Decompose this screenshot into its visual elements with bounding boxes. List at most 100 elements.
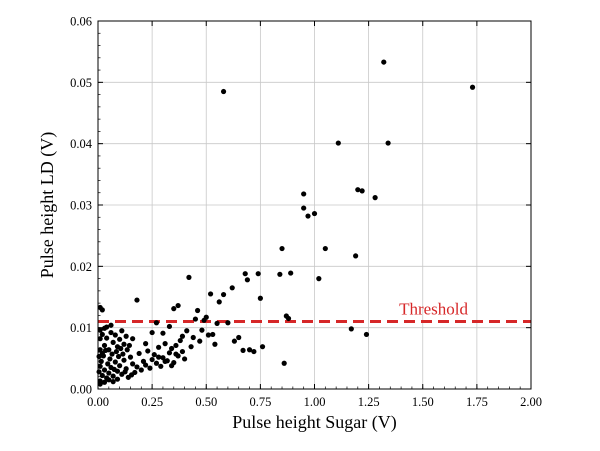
data-point	[147, 365, 153, 371]
data-point	[112, 332, 118, 338]
data-point	[251, 348, 257, 355]
data-point	[117, 336, 123, 342]
data-point	[149, 356, 155, 363]
data-point	[145, 348, 151, 354]
data-point	[108, 322, 114, 328]
data-point	[109, 351, 115, 357]
data-point	[236, 334, 242, 341]
data-point	[316, 276, 322, 282]
data-point	[353, 253, 359, 259]
data-point	[96, 353, 102, 360]
data-point	[110, 379, 116, 385]
data-point	[166, 323, 173, 330]
data-point	[98, 358, 104, 364]
data-point	[117, 363, 123, 369]
data-point	[130, 336, 136, 342]
y-tick-label: 0.03	[70, 199, 92, 213]
data-point	[197, 338, 203, 344]
data-point	[130, 361, 136, 367]
data-point	[121, 341, 127, 347]
data-point	[105, 361, 111, 367]
data-point	[104, 335, 110, 341]
data-point	[257, 295, 263, 301]
data-point	[220, 291, 227, 298]
data-point	[355, 187, 361, 193]
data-point	[138, 367, 144, 373]
data-point	[128, 372, 135, 378]
data-point	[151, 352, 157, 358]
data-point	[246, 347, 253, 353]
data-point	[114, 376, 121, 382]
x-tick-label: 0.50	[195, 395, 217, 409]
data-point	[143, 362, 149, 368]
data-point	[166, 350, 173, 356]
x-tick-label: 0.75	[249, 395, 271, 409]
y-tick-label: 0.00	[70, 383, 92, 397]
data-point	[122, 369, 128, 375]
data-point	[112, 359, 118, 365]
x-tick-label: 1.00	[304, 395, 326, 409]
data-point	[111, 366, 117, 372]
data-point	[231, 338, 237, 344]
data-point	[255, 271, 261, 277]
data-point	[101, 379, 108, 385]
data-point	[188, 344, 194, 350]
y-tick-label: 0.02	[70, 260, 92, 274]
data-point	[97, 347, 103, 353]
data-point	[469, 84, 476, 90]
data-point	[100, 353, 107, 359]
data-point	[97, 304, 103, 311]
data-point	[216, 299, 222, 305]
data-point	[96, 369, 102, 375]
data-point	[182, 356, 188, 362]
data-point	[153, 320, 160, 326]
data-point	[134, 297, 140, 303]
data-point	[124, 347, 130, 353]
data-point	[184, 328, 190, 334]
data-point	[173, 342, 179, 349]
data-point	[301, 191, 307, 197]
data-point	[160, 330, 166, 336]
data-point	[173, 351, 179, 357]
data-point	[177, 337, 183, 344]
data-point	[281, 360, 287, 366]
data-point	[285, 315, 292, 322]
data-point	[99, 331, 105, 338]
x-tick-label: 1.50	[412, 395, 434, 409]
x-tick-label: 1.75	[466, 395, 488, 409]
data-point	[143, 341, 149, 347]
threshold-label: Threshold	[399, 300, 468, 319]
data-point	[348, 326, 354, 332]
data-point	[301, 205, 307, 211]
data-point	[158, 363, 164, 369]
data-point	[127, 354, 134, 360]
data-point	[171, 306, 177, 312]
data-point	[335, 140, 341, 146]
data-point	[179, 348, 186, 355]
data-point	[225, 320, 231, 326]
data-points	[96, 59, 476, 387]
data-point	[259, 344, 266, 350]
data-point	[104, 324, 110, 330]
data-point	[311, 210, 318, 217]
data-point	[186, 274, 192, 280]
data-point	[153, 360, 160, 366]
x-tick-labels: 0.00 0.25 0.50 0.75 1.00 1.25 1.50 1.75 2.00	[87, 395, 542, 409]
data-point	[97, 363, 103, 369]
data-point	[179, 333, 186, 339]
data-point	[102, 347, 109, 353]
y-tick-labels: 0.00 0.01 0.02 0.03 0.04 0.05 0.06	[70, 15, 93, 397]
data-point	[121, 357, 127, 363]
data-point	[212, 341, 218, 347]
data-point	[242, 271, 248, 277]
data-point	[201, 317, 207, 323]
data-point	[385, 140, 391, 146]
data-point	[277, 271, 283, 277]
data-point	[156, 354, 162, 360]
data-point	[363, 331, 370, 338]
y-tick-label: 0.05	[70, 76, 92, 90]
data-point	[119, 328, 125, 334]
data-point	[359, 188, 365, 194]
data-point	[279, 245, 285, 252]
